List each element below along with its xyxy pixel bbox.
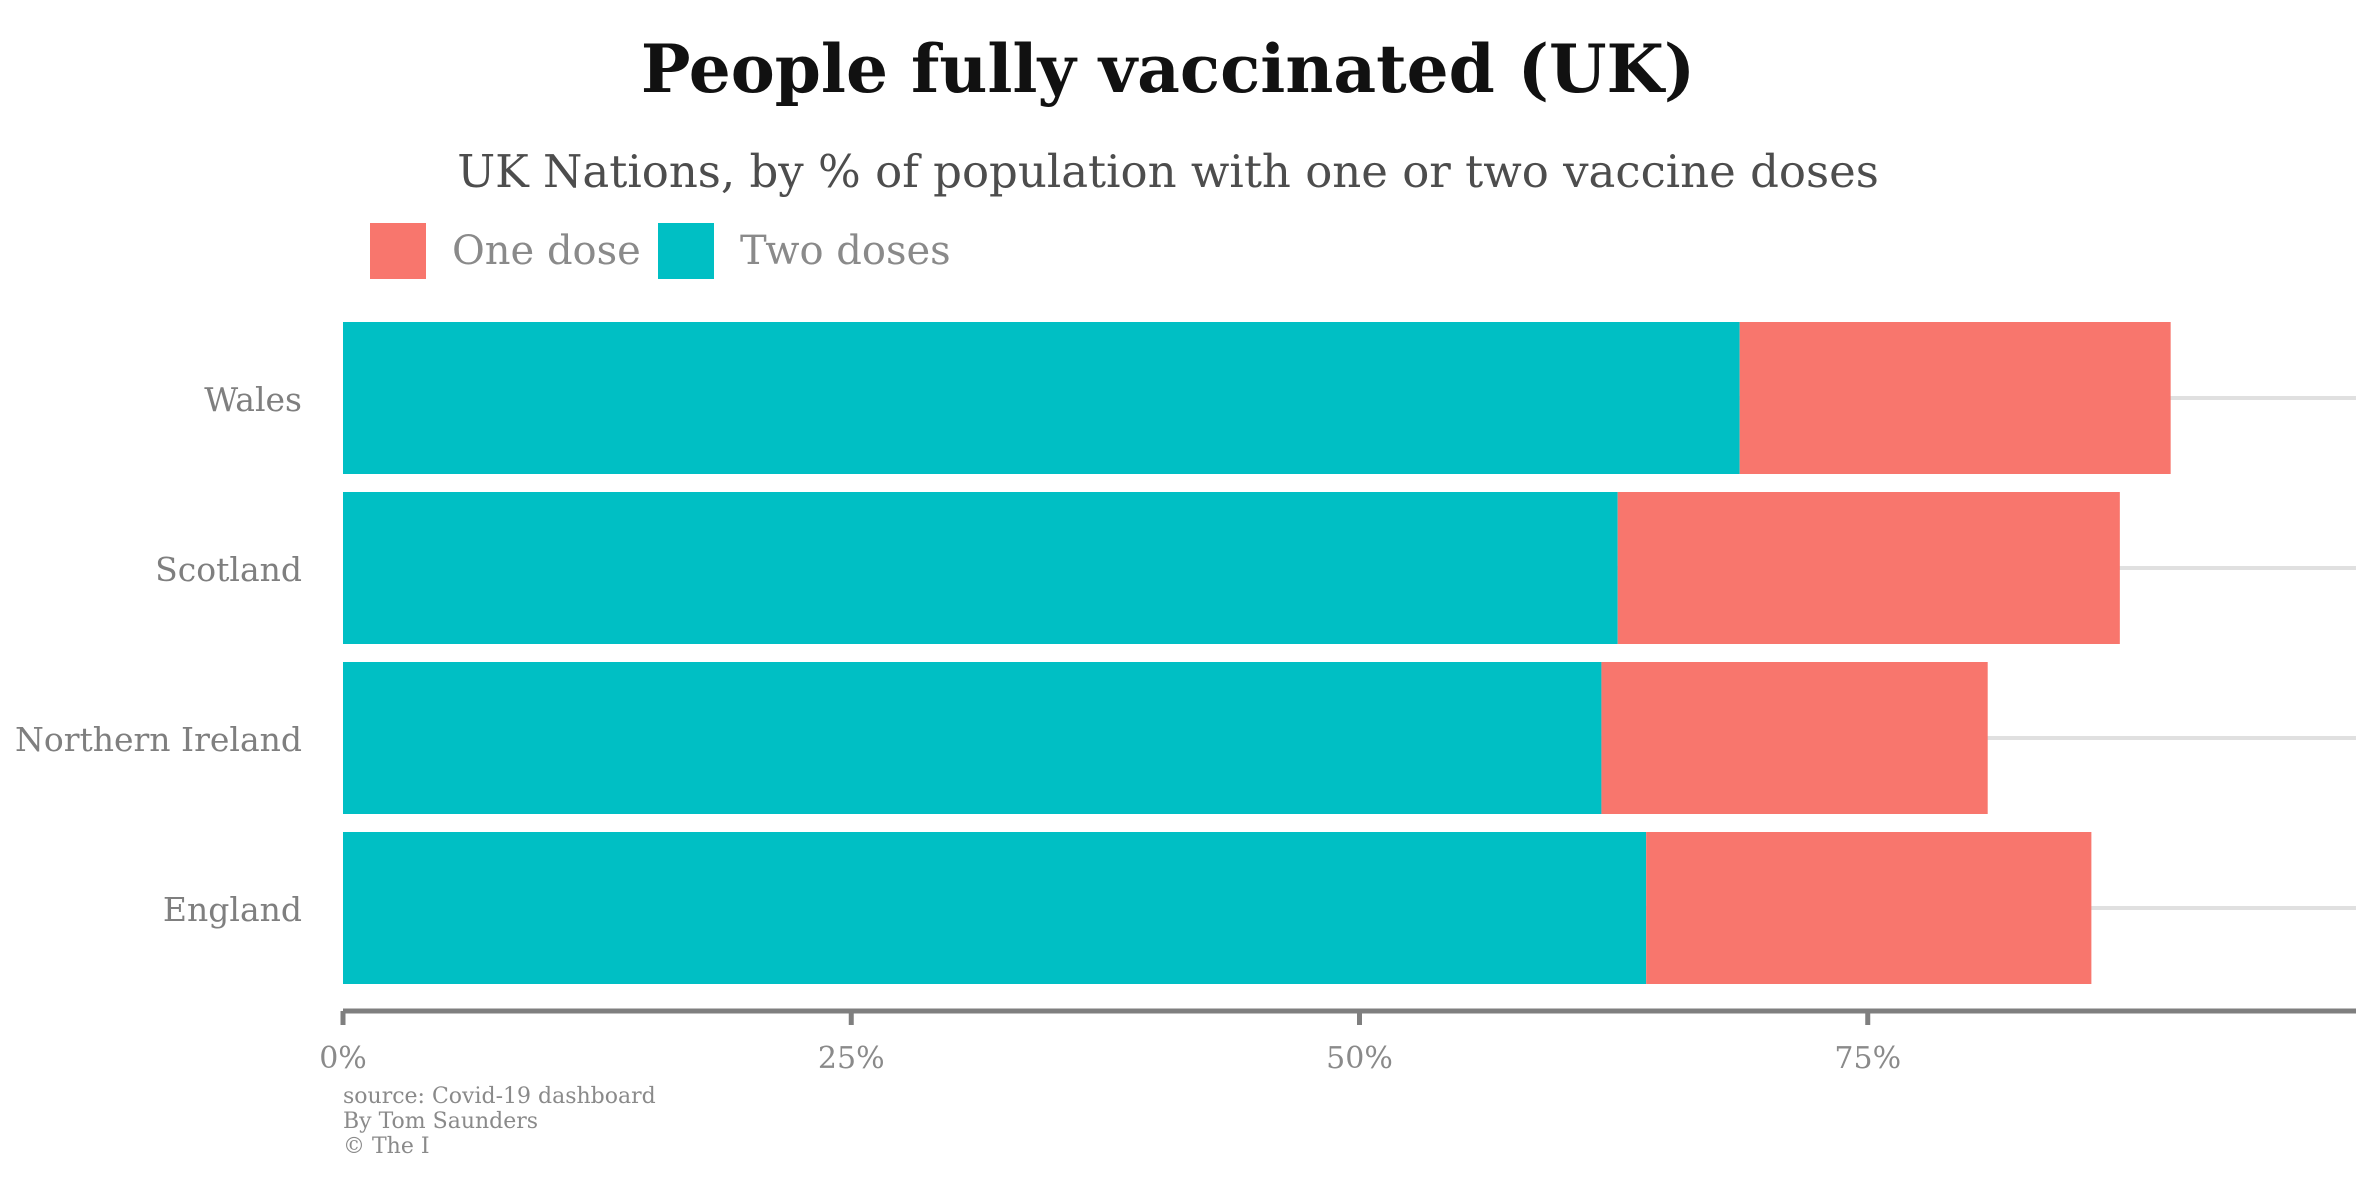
bar-one-dose xyxy=(1617,492,2120,644)
x-tick-label: 0% xyxy=(319,1041,367,1076)
bar-two-doses xyxy=(343,492,1618,644)
x-tick-label: 25% xyxy=(818,1041,885,1076)
bar-two-doses xyxy=(343,322,1740,474)
legend-label-one-dose: One dose xyxy=(452,228,641,274)
bars xyxy=(343,322,2171,984)
category-labels: Wales Scotland Northern Ireland England xyxy=(15,380,302,929)
category-label: Scotland xyxy=(155,550,302,589)
caption-line: source: Covid-19 dashboard xyxy=(343,1084,656,1109)
gridlines xyxy=(343,396,2356,910)
bar-one-dose xyxy=(1646,832,2092,984)
category-label: Wales xyxy=(204,380,302,419)
bar-one-dose xyxy=(1739,322,2171,474)
category-label: England xyxy=(163,890,302,929)
category-label: Northern Ireland xyxy=(15,720,302,759)
bar-one-dose xyxy=(1601,662,1988,814)
x-axis: 0% 25% 50% 75% xyxy=(319,1008,2356,1076)
bar-two-doses xyxy=(343,662,1602,814)
caption-line: By Tom Saunders xyxy=(343,1109,538,1134)
chart-title: People fully vaccinated (UK) xyxy=(641,30,1695,108)
caption-line: © The I xyxy=(343,1134,430,1159)
legend: One dose Two doses xyxy=(370,223,951,279)
x-tick-label: 75% xyxy=(1834,1041,1901,1076)
legend-swatch-two-doses xyxy=(658,223,714,279)
chart-subtitle: UK Nations, by % of population with one … xyxy=(457,145,1879,198)
x-tick-label: 50% xyxy=(1326,1041,1393,1076)
bar-two-doses xyxy=(343,832,1647,984)
legend-label-two-doses: Two doses xyxy=(740,228,951,274)
legend-swatch-one-dose xyxy=(370,223,426,279)
